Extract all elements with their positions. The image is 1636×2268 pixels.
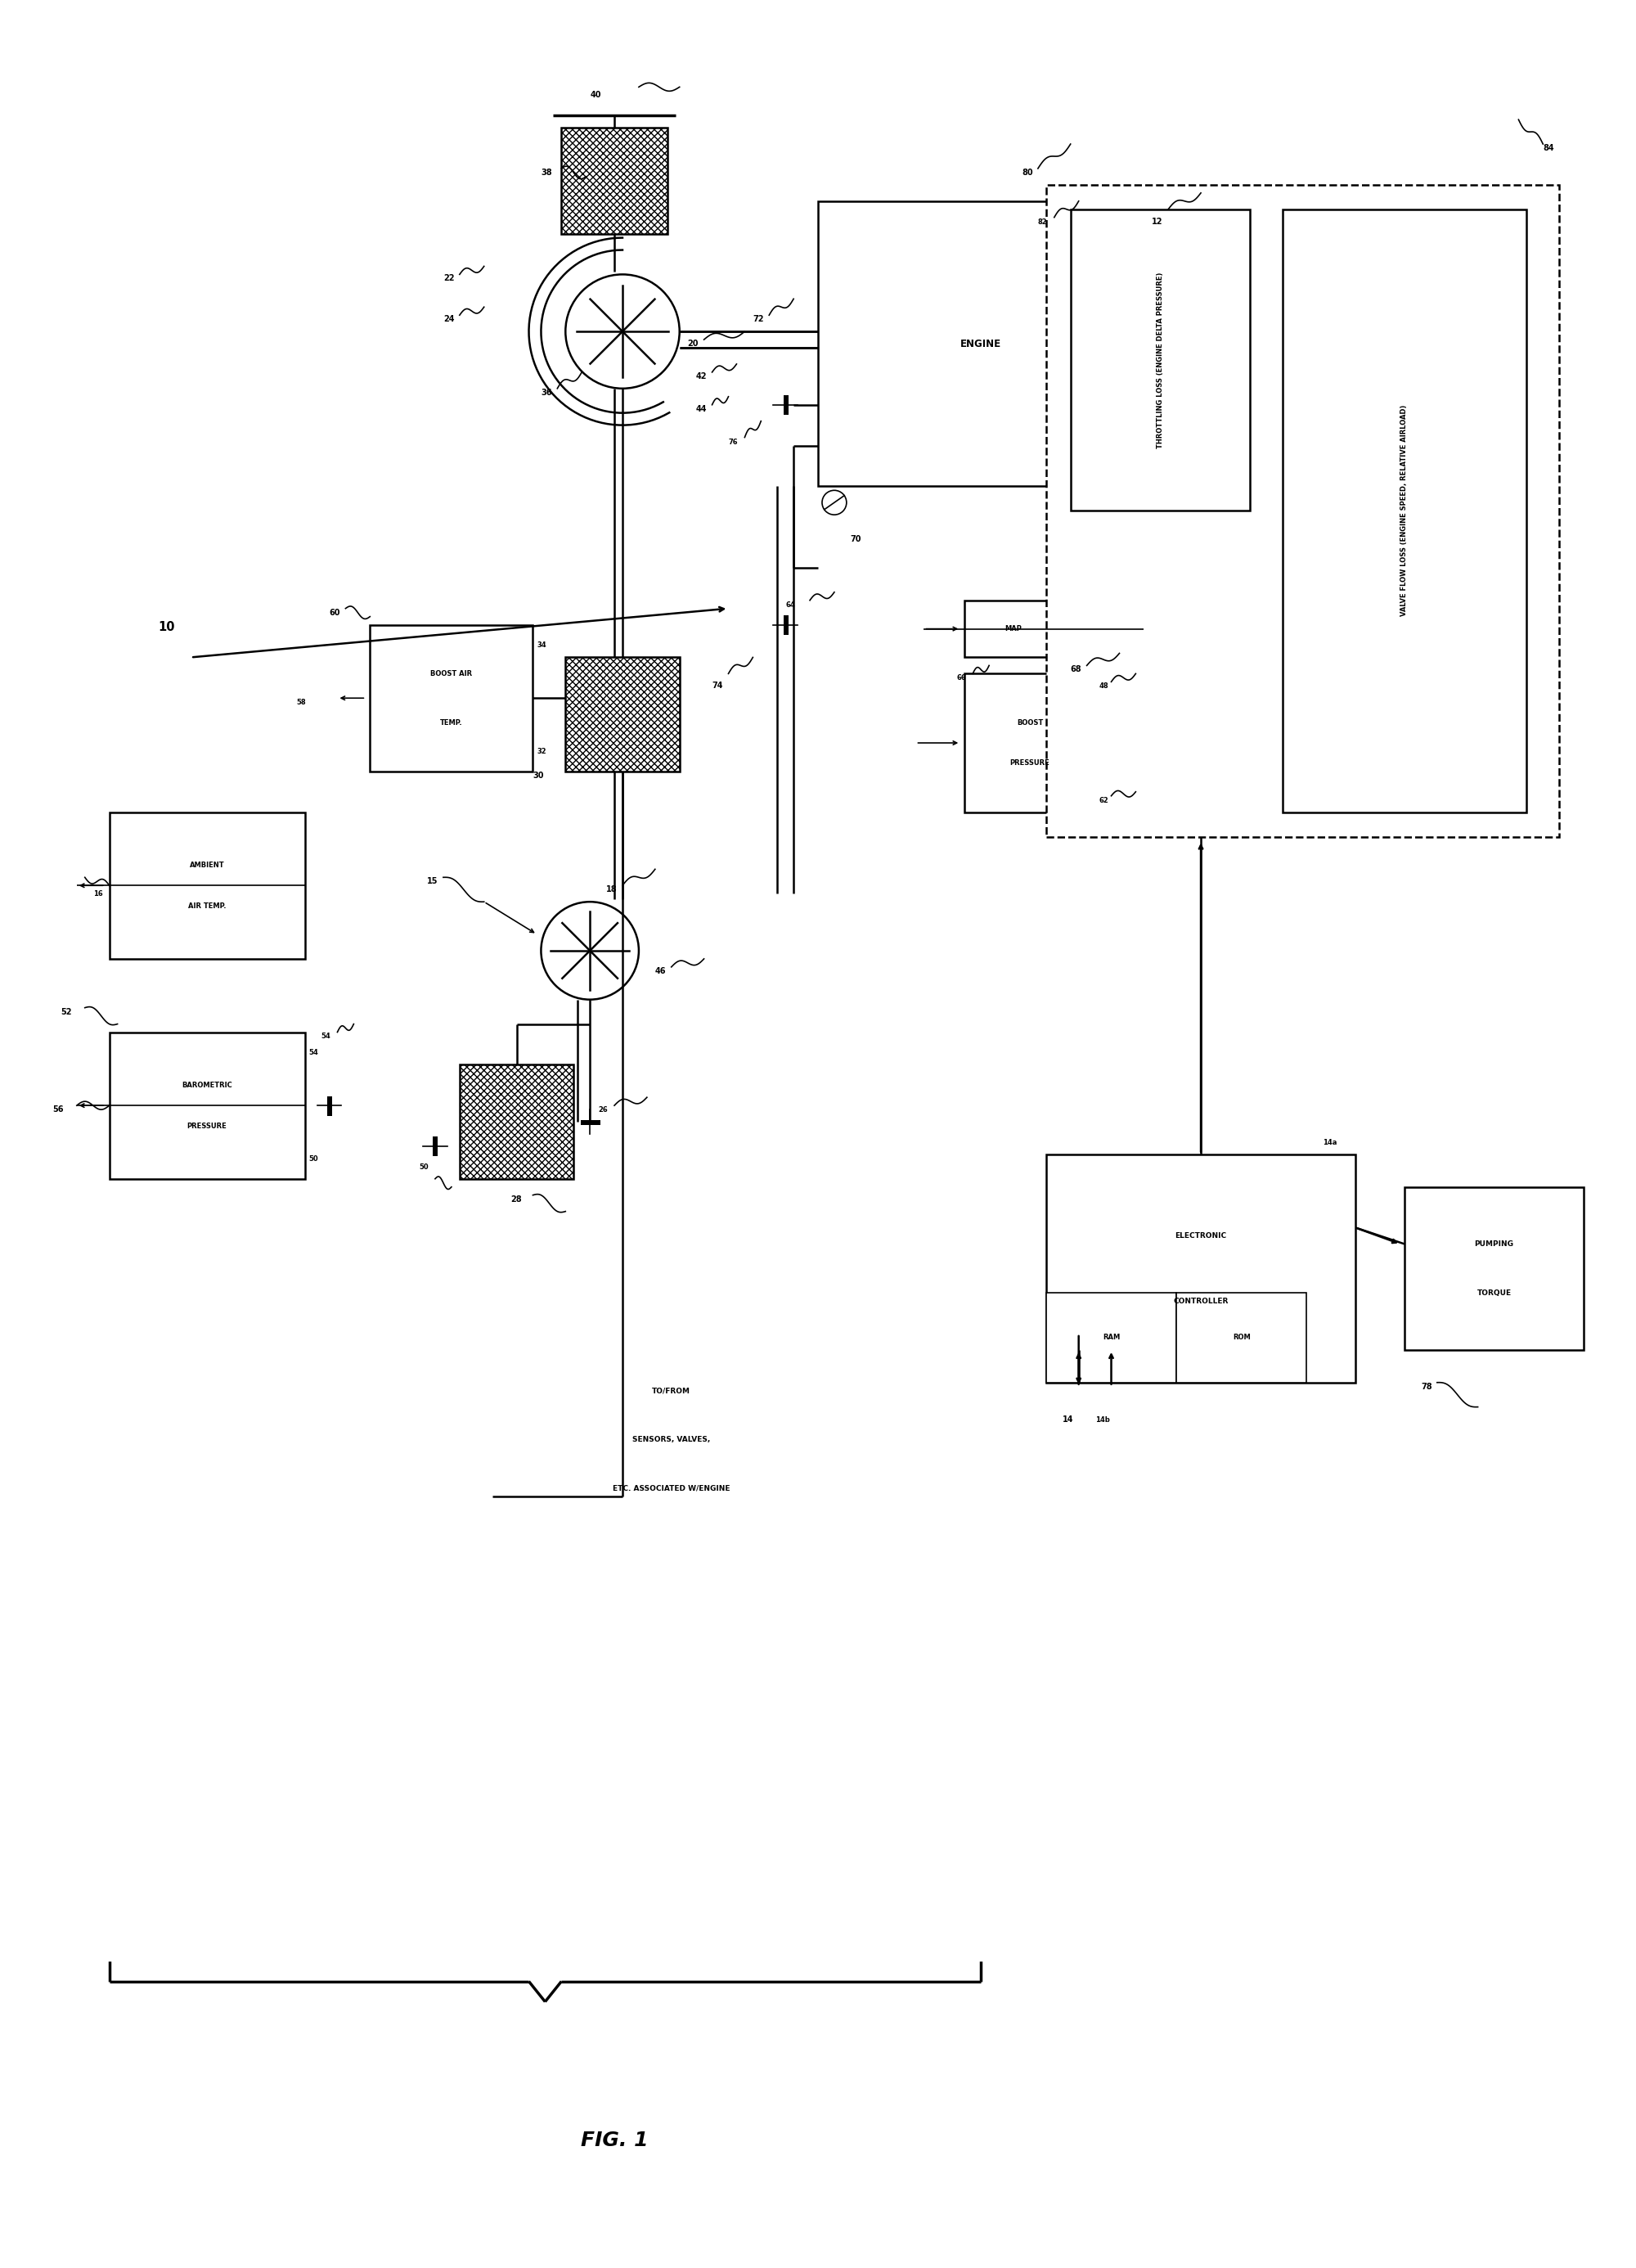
Text: 52: 52	[61, 1007, 72, 1016]
Text: 16: 16	[93, 889, 103, 898]
Bar	[460, 1064, 574, 1179]
Bar	[1045, 184, 1559, 837]
Text: 30: 30	[533, 771, 543, 780]
Bar	[110, 1032, 304, 1179]
Text: 62: 62	[1099, 796, 1109, 805]
Text: 82: 82	[1037, 218, 1047, 225]
Text: PUMPING: PUMPING	[1474, 1241, 1513, 1247]
Text: CONTROLLER: CONTROLLER	[1173, 1297, 1229, 1304]
Text: ENGINE: ENGINE	[960, 338, 1001, 349]
Bar	[1176, 1293, 1307, 1383]
Text: 26: 26	[599, 1107, 607, 1114]
Bar	[561, 127, 667, 234]
Text: 54: 54	[309, 1050, 319, 1057]
Text: 80: 80	[1021, 168, 1032, 177]
Bar	[1283, 209, 1526, 812]
Text: TEMP.: TEMP.	[440, 719, 463, 726]
Text: AIR TEMP.: AIR TEMP.	[188, 903, 226, 909]
Text: ELECTRONIC: ELECTRONIC	[1175, 1232, 1227, 1241]
Text: AMBIENT: AMBIENT	[190, 862, 224, 869]
Bar	[818, 202, 1144, 485]
Text: 76: 76	[728, 438, 738, 445]
Bar	[566, 658, 679, 771]
Bar	[370, 624, 533, 771]
Text: 54: 54	[321, 1032, 330, 1041]
Text: 22: 22	[443, 274, 455, 284]
Text: 12: 12	[1152, 218, 1163, 225]
Text: RAM: RAM	[1103, 1334, 1121, 1340]
Text: 14: 14	[1062, 1415, 1073, 1424]
Text: 10: 10	[159, 621, 175, 633]
Text: FIG. 1: FIG. 1	[581, 2130, 648, 2150]
Text: 74: 74	[712, 683, 723, 689]
Text: 15: 15	[427, 878, 438, 885]
Text: BOOST: BOOST	[1016, 719, 1044, 726]
Text: 40: 40	[591, 91, 600, 100]
Text: 24: 24	[443, 315, 455, 324]
Text: BAROMETRIC: BAROMETRIC	[182, 1082, 232, 1089]
Text: 70: 70	[851, 535, 862, 544]
Text: BOOST AIR: BOOST AIR	[430, 669, 473, 678]
Text: SENSORS, VALVES,: SENSORS, VALVES,	[633, 1436, 710, 1442]
Text: 60: 60	[329, 608, 340, 617]
Text: 64: 64	[785, 601, 795, 608]
Text: 50: 50	[419, 1163, 429, 1170]
Text: TORQUE: TORQUE	[1477, 1288, 1512, 1297]
Text: 72: 72	[753, 315, 764, 324]
Text: PRESSURE: PRESSURE	[1009, 760, 1050, 767]
Text: VALVE FLOW LOSS (ENGINE SPEED, RELATIVE AIRLOAD): VALVE FLOW LOSS (ENGINE SPEED, RELATIVE …	[1400, 406, 1409, 617]
Text: 32: 32	[537, 748, 546, 755]
Text: 46: 46	[654, 966, 666, 975]
Text: 42: 42	[695, 372, 707, 381]
Text: 84: 84	[1543, 143, 1554, 152]
Text: 36: 36	[542, 388, 551, 397]
Text: 50: 50	[309, 1154, 319, 1163]
Text: 20: 20	[687, 340, 699, 347]
Bar	[965, 674, 1094, 812]
Text: MAP: MAP	[1005, 626, 1022, 633]
Text: 14b: 14b	[1094, 1415, 1109, 1424]
Text: 28: 28	[510, 1195, 522, 1204]
Bar	[110, 812, 304, 959]
Text: 78: 78	[1420, 1383, 1432, 1390]
Bar	[1045, 1293, 1176, 1383]
Text: 34: 34	[537, 642, 546, 649]
Text: 58: 58	[296, 699, 306, 705]
Text: PRESSURE: PRESSURE	[187, 1123, 227, 1129]
Text: THROTTLING LOSS (ENGINE DELTA PRESSURE): THROTTLING LOSS (ENGINE DELTA PRESSURE)	[1157, 272, 1163, 449]
Text: TO/FROM: TO/FROM	[653, 1388, 690, 1395]
Text: 18: 18	[607, 885, 617, 894]
Text: ROM: ROM	[1232, 1334, 1250, 1340]
Text: 68: 68	[1070, 665, 1081, 674]
Bar	[1070, 209, 1250, 510]
Bar	[965, 601, 1062, 658]
Text: 56: 56	[52, 1105, 64, 1114]
Text: 38: 38	[542, 168, 553, 177]
Bar	[1045, 1154, 1356, 1383]
Text: 14a: 14a	[1324, 1139, 1337, 1145]
Text: 66: 66	[957, 674, 967, 683]
Text: ETC. ASSOCIATED W/ENGINE: ETC. ASSOCIATED W/ENGINE	[612, 1486, 730, 1492]
Text: 44: 44	[695, 404, 707, 413]
Bar	[1404, 1186, 1584, 1349]
Text: 48: 48	[1099, 683, 1109, 689]
